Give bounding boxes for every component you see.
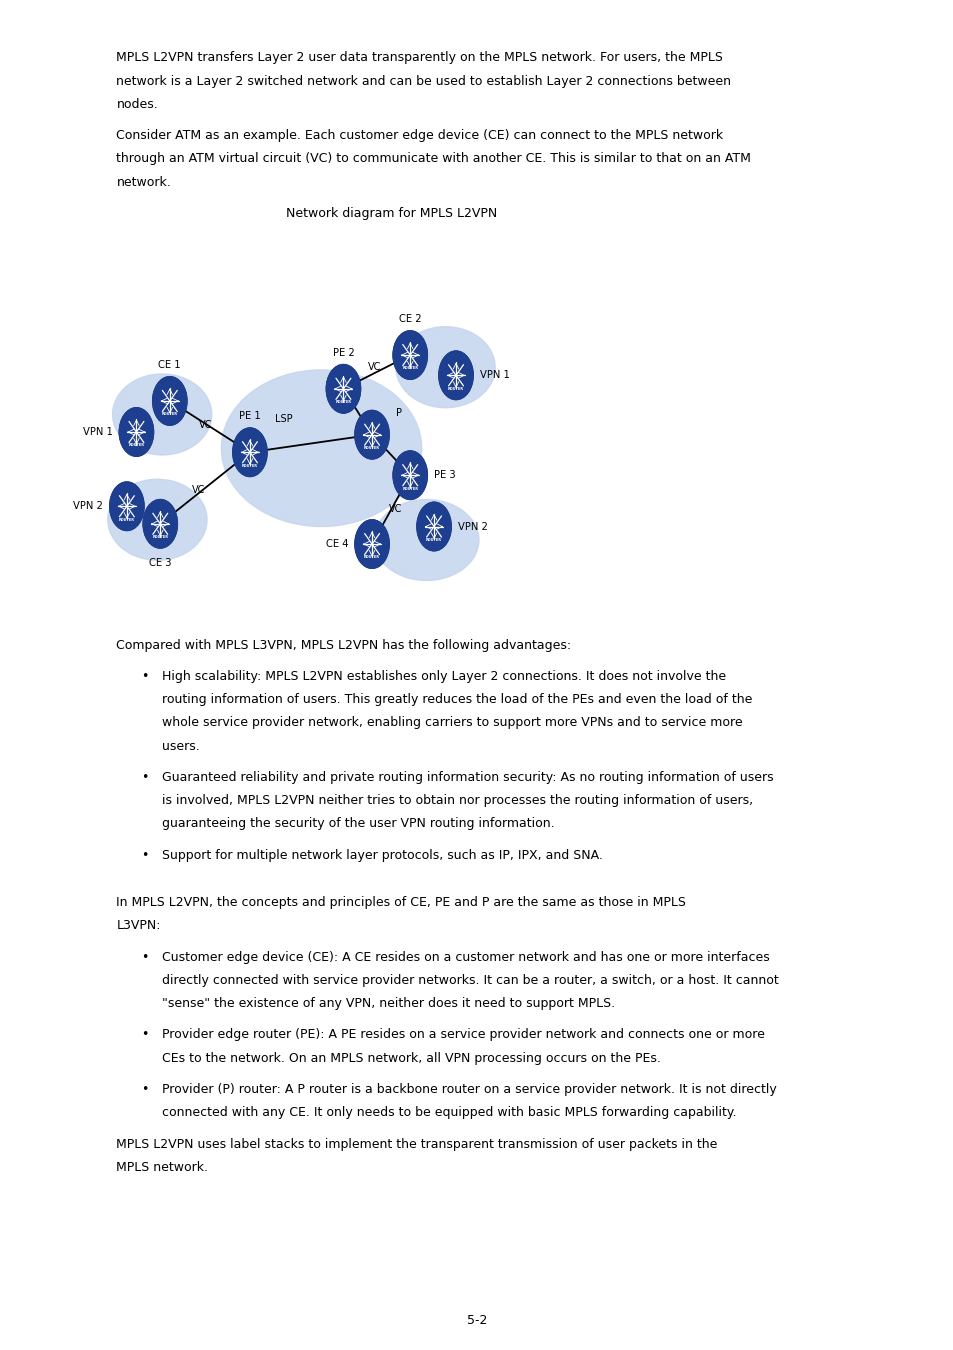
Circle shape [355,520,389,568]
Text: "sense" the existence of any VPN, neither does it need to support MPLS.: "sense" the existence of any VPN, neithe… [162,998,615,1010]
Text: CE 3: CE 3 [149,558,172,567]
Text: ROUTER: ROUTER [364,555,379,559]
Circle shape [393,331,427,379]
Text: users.: users. [162,740,200,752]
Text: ROUTER: ROUTER [162,412,177,416]
Text: ROUTER: ROUTER [402,366,417,370]
Text: through an ATM virtual circuit (VC) to communicate with another CE. This is simi: through an ATM virtual circuit (VC) to c… [116,153,750,165]
Text: whole service provider network, enabling carriers to support more VPNs and to se: whole service provider network, enabling… [162,717,742,729]
Text: ROUTER: ROUTER [335,400,351,404]
Text: •: • [141,950,149,964]
Text: MPLS L2VPN transfers Layer 2 user data transparently on the MPLS network. For us: MPLS L2VPN transfers Layer 2 user data t… [116,51,722,65]
Text: •: • [141,670,149,683]
Text: VPN 2: VPN 2 [457,521,487,532]
Text: nodes.: nodes. [116,97,158,111]
Text: Support for multiple network layer protocols, such as IP, IPX, and SNA.: Support for multiple network layer proto… [162,849,602,861]
Ellipse shape [112,374,212,455]
Text: VC: VC [192,485,205,495]
Text: •: • [141,771,149,784]
Text: ROUTER: ROUTER [242,463,257,467]
Text: MPLS L2VPN uses label stacks to implement the transparent transmission of user p: MPLS L2VPN uses label stacks to implemen… [116,1138,717,1150]
Text: connected with any CE. It only needs to be equipped with basic MPLS forwarding c: connected with any CE. It only needs to … [162,1106,736,1119]
Circle shape [393,451,427,500]
Circle shape [119,408,153,456]
Text: VPN 1: VPN 1 [83,427,112,437]
Text: •: • [141,849,149,861]
Text: Consider ATM as an example. Each customer edge device (CE) can connect to the MP: Consider ATM as an example. Each custome… [116,130,722,142]
Ellipse shape [108,479,207,560]
Text: •: • [141,1029,149,1041]
Text: CE 2: CE 2 [398,315,421,324]
Text: VC: VC [368,362,381,373]
Text: directly connected with service provider networks. It can be a router, a switch,: directly connected with service provider… [162,973,778,987]
Text: VC: VC [389,504,402,514]
Text: guaranteeing the security of the user VPN routing information.: guaranteeing the security of the user VP… [162,817,555,830]
Text: ROUTER: ROUTER [402,486,417,490]
Text: ROUTER: ROUTER [119,517,134,521]
Text: ROUTER: ROUTER [152,535,168,539]
Text: L3VPN:: L3VPN: [116,919,161,933]
Text: CE 4: CE 4 [325,539,348,549]
Text: VPN 2: VPN 2 [73,501,103,512]
Text: PE 2: PE 2 [333,348,354,358]
Text: Customer edge device (CE): A CE resides on a customer network and has one or mor: Customer edge device (CE): A CE resides … [162,950,769,964]
Text: VC: VC [199,420,213,431]
Text: In MPLS L2VPN, the concepts and principles of CE, PE and P are the same as those: In MPLS L2VPN, the concepts and principl… [116,896,685,909]
Text: 5-2: 5-2 [466,1314,487,1327]
Text: CE 1: CE 1 [158,360,181,370]
Text: Compared with MPLS L3VPN, MPLS L2VPN has the following advantages:: Compared with MPLS L3VPN, MPLS L2VPN has… [116,639,571,652]
Text: Provider edge router (PE): A PE resides on a service provider network and connec: Provider edge router (PE): A PE resides … [162,1029,764,1041]
Ellipse shape [374,500,478,580]
Ellipse shape [221,370,421,526]
Text: •: • [141,1083,149,1096]
Text: PE 1: PE 1 [239,412,260,421]
Circle shape [326,364,360,413]
Text: ROUTER: ROUTER [426,537,441,541]
Text: network.: network. [116,176,171,189]
Text: ROUTER: ROUTER [448,386,463,390]
Text: ROUTER: ROUTER [129,443,144,447]
Circle shape [110,482,144,531]
Circle shape [152,377,187,425]
Text: Network diagram for MPLS L2VPN: Network diagram for MPLS L2VPN [286,207,497,220]
Circle shape [143,500,177,548]
Text: is involved, MPLS L2VPN neither tries to obtain nor processes the routing inform: is involved, MPLS L2VPN neither tries to… [162,794,753,807]
Circle shape [233,428,267,477]
Circle shape [416,502,451,551]
Text: Guaranteed reliability and private routing information security: As no routing i: Guaranteed reliability and private routi… [162,771,773,784]
Circle shape [355,410,389,459]
Text: ROUTER: ROUTER [364,446,379,450]
Text: MPLS network.: MPLS network. [116,1161,208,1173]
Ellipse shape [395,327,495,408]
Text: PE 3: PE 3 [434,470,456,481]
Circle shape [438,351,473,400]
Text: P: P [395,409,401,418]
Text: CEs to the network. On an MPLS network, all VPN processing occurs on the PEs.: CEs to the network. On an MPLS network, … [162,1052,660,1065]
Text: network is a Layer 2 switched network and can be used to establish Layer 2 conne: network is a Layer 2 switched network an… [116,74,731,88]
Text: routing information of users. This greatly reduces the load of the PEs and even : routing information of users. This great… [162,693,752,706]
Text: Provider (P) router: A P router is a backbone router on a service provider netwo: Provider (P) router: A P router is a bac… [162,1083,776,1096]
Text: High scalability: MPLS L2VPN establishes only Layer 2 connections. It does not i: High scalability: MPLS L2VPN establishes… [162,670,725,683]
Text: VPN 1: VPN 1 [479,370,509,381]
Text: LSP: LSP [275,413,293,424]
